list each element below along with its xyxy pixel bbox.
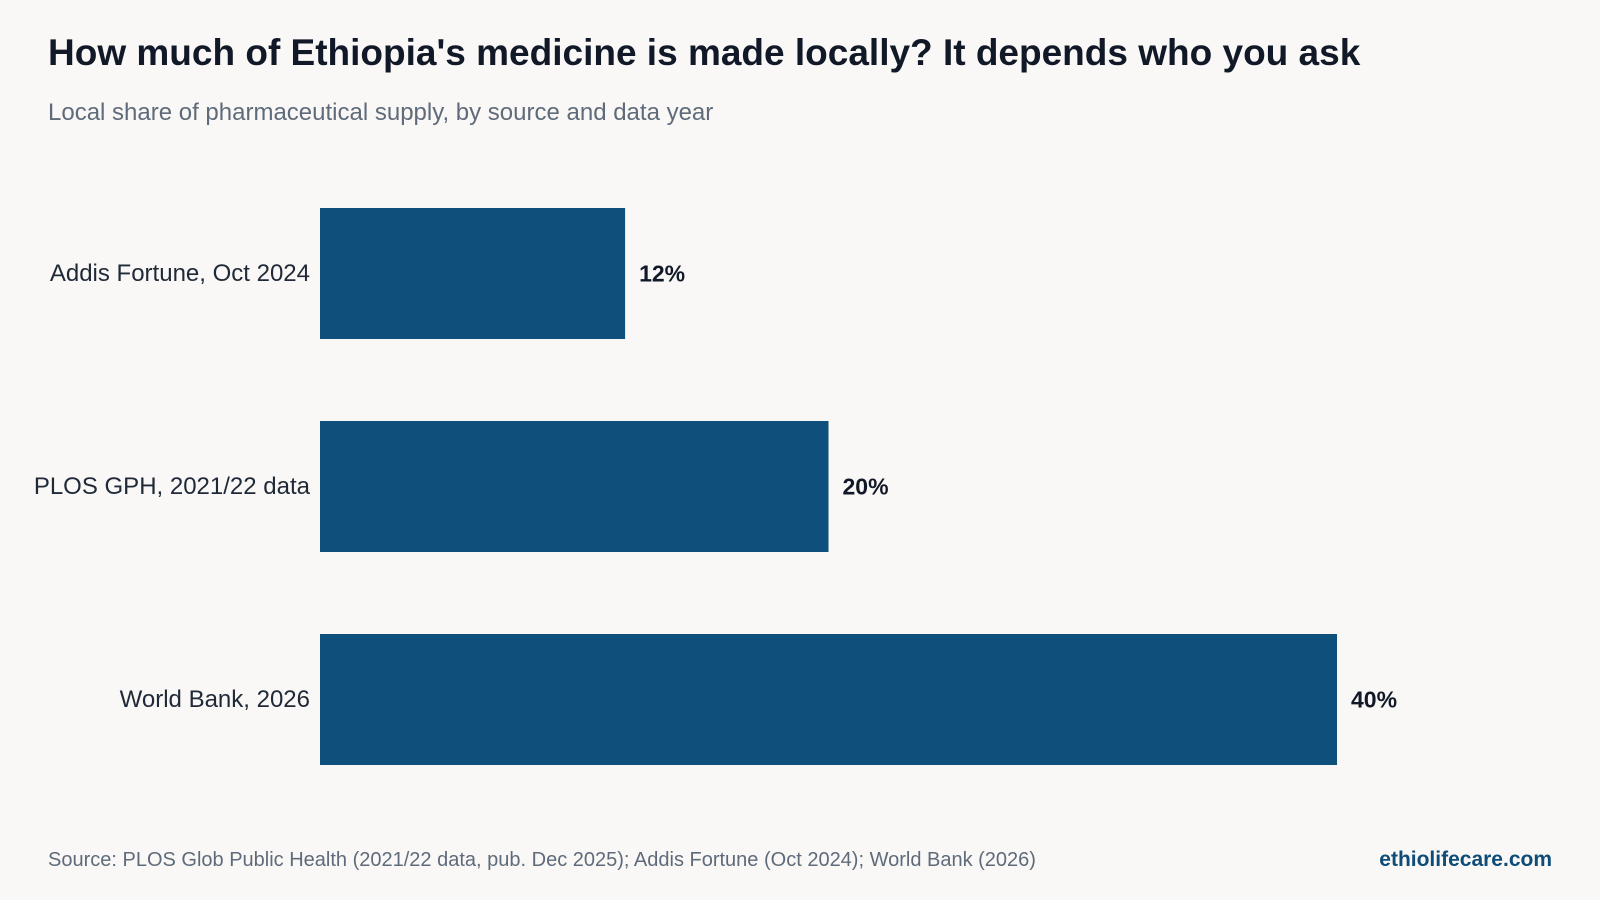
bar-2 bbox=[320, 421, 829, 552]
bar-chart: Addis Fortune, Oct 2024 12% PLOS GPH, 2021… bbox=[34, 208, 1397, 765]
category-label: Addis Fortune, Oct 2024 bbox=[50, 260, 310, 287]
value-label: 12% bbox=[639, 261, 685, 287]
bar-3 bbox=[320, 634, 1337, 765]
value-label: 20% bbox=[843, 474, 889, 500]
category-label: World Bank, 2026 bbox=[120, 686, 310, 713]
brand-link[interactable]: ethiolifecare.com bbox=[1379, 848, 1552, 871]
chart-subtitle: Local share of pharmaceutical supply, by… bbox=[48, 99, 714, 126]
category-label: PLOS GPH, 2021/22 data bbox=[34, 473, 311, 500]
chart-title: How much of Ethiopia's medicine is made … bbox=[48, 32, 1361, 73]
source-note: Source: PLOS Glob Public Health (2021/22… bbox=[48, 849, 1036, 871]
value-label: 40% bbox=[1351, 687, 1397, 713]
bar-1 bbox=[320, 208, 626, 339]
